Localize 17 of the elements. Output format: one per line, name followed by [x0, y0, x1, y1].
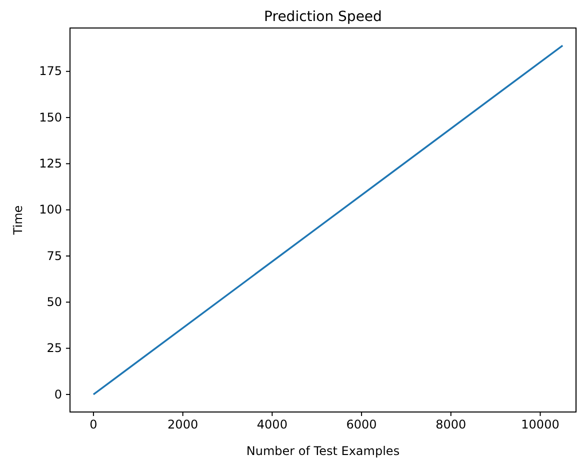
x-tick-label: 6000 — [346, 418, 377, 432]
y-tick-label: 75 — [46, 248, 62, 263]
y-axis-title: Time — [11, 205, 25, 236]
x-axis-title: Number of Test Examples — [246, 444, 400, 458]
x-tick-label: 8000 — [436, 418, 466, 432]
y-tick-label: 100 — [39, 202, 62, 217]
y-tick-label: 150 — [39, 110, 62, 124]
x-tick-label: 2000 — [168, 418, 198, 432]
x-tick-label: 4000 — [256, 418, 288, 432]
y-tick-label: 175 — [39, 64, 62, 78]
y-tick-label: 25 — [46, 341, 62, 356]
y-tick-label: 0 — [54, 387, 62, 402]
chart-title: Prediction Speed — [264, 9, 382, 25]
y-tick-label: 50 — [46, 294, 62, 309]
x-tick-label: 10000 — [521, 418, 560, 432]
y-tick-label: 125 — [39, 156, 62, 171]
x-tick-label: 0 — [90, 418, 98, 432]
